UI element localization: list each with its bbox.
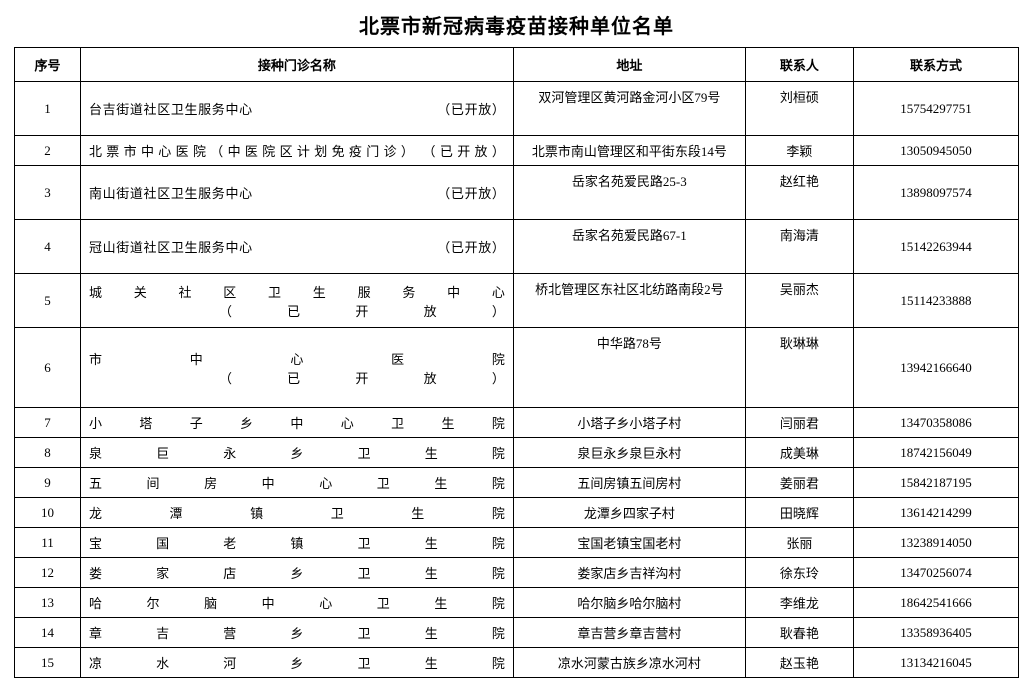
cell-contact: 南海清 [745, 220, 853, 274]
table-row: 6市中心医院 （已开放）中华路78号耿琳琳13942166640 [15, 328, 1019, 408]
table-row: 9五间房中心卫生院五间房镇五间房村姜丽君15842187195 [15, 468, 1019, 498]
cell-seq: 4 [15, 220, 81, 274]
col-header-contact: 联系人 [745, 48, 853, 82]
col-header-addr: 地址 [513, 48, 745, 82]
cell-seq: 1 [15, 82, 81, 136]
cell-seq: 11 [15, 528, 81, 558]
cell-contact: 耿琳琳 [745, 328, 853, 408]
cell-seq: 3 [15, 166, 81, 220]
table-row: 14章吉营乡卫生院章吉营乡章吉营村耿春艳13358936405 [15, 618, 1019, 648]
cell-addr: 岳家名苑爱民路25-3 [513, 166, 745, 220]
table-row: 1台吉街道社区卫生服务中心 （已开放）双河管理区黄河路金河小区79号刘桓硕157… [15, 82, 1019, 136]
cell-name: 龙潭镇卫生院 [80, 498, 513, 528]
cell-name: 哈尔脑中心卫生院 [80, 588, 513, 618]
page-title: 北票市新冠病毒疫苗接种单位名单 [14, 10, 1019, 39]
cell-contact: 吴丽杰 [745, 274, 853, 328]
cell-seq: 7 [15, 408, 81, 438]
cell-phone: 13470256074 [854, 558, 1019, 588]
cell-contact: 李颖 [745, 136, 853, 166]
cell-addr: 宝国老镇宝国老村 [513, 528, 745, 558]
cell-contact: 赵玉艳 [745, 648, 853, 678]
cell-phone: 13470358086 [854, 408, 1019, 438]
cell-addr: 五间房镇五间房村 [513, 468, 745, 498]
table-row: 5城关社区卫生服务中心 （已开放）桥北管理区东社区北纺路南段2号吴丽杰15114… [15, 274, 1019, 328]
cell-contact: 闫丽君 [745, 408, 853, 438]
cell-name: 娄家店乡卫生院 [80, 558, 513, 588]
cell-addr: 娄家店乡吉祥沟村 [513, 558, 745, 588]
table-row: 12娄家店乡卫生院娄家店乡吉祥沟村徐东玲13470256074 [15, 558, 1019, 588]
cell-phone: 13050945050 [854, 136, 1019, 166]
cell-contact: 李维龙 [745, 588, 853, 618]
cell-seq: 6 [15, 328, 81, 408]
cell-name: 南山街道社区卫生服务中心 （已开放） [80, 166, 513, 220]
table-row: 4冠山街道社区卫生服务中心 （已开放）岳家名苑爱民路67-1南海清1514226… [15, 220, 1019, 274]
cell-addr: 凉水河蒙古族乡凉水河村 [513, 648, 745, 678]
table-row: 3南山街道社区卫生服务中心 （已开放）岳家名苑爱民路25-3赵红艳1389809… [15, 166, 1019, 220]
table-row: 15凉水河乡卫生院凉水河蒙古族乡凉水河村赵玉艳13134216045 [15, 648, 1019, 678]
cell-name: 台吉街道社区卫生服务中心 （已开放） [80, 82, 513, 136]
cell-seq: 14 [15, 618, 81, 648]
cell-name: 冠山街道社区卫生服务中心 （已开放） [80, 220, 513, 274]
cell-name: 宝国老镇卫生院 [80, 528, 513, 558]
table-row: 13哈尔脑中心卫生院哈尔脑乡哈尔脑村李维龙18642541666 [15, 588, 1019, 618]
cell-seq: 5 [15, 274, 81, 328]
cell-name: 五间房中心卫生院 [80, 468, 513, 498]
cell-seq: 9 [15, 468, 81, 498]
cell-seq: 13 [15, 588, 81, 618]
cell-phone: 15142263944 [854, 220, 1019, 274]
cell-name: 城关社区卫生服务中心 （已开放） [80, 274, 513, 328]
cell-contact: 张丽 [745, 528, 853, 558]
cell-contact: 徐东玲 [745, 558, 853, 588]
cell-contact: 赵红艳 [745, 166, 853, 220]
cell-phone: 18742156049 [854, 438, 1019, 468]
table-header-row: 序号 接种门诊名称 地址 联系人 联系方式 [15, 48, 1019, 82]
cell-addr: 龙潭乡四家子村 [513, 498, 745, 528]
cell-addr: 泉巨永乡泉巨永村 [513, 438, 745, 468]
cell-name: 小塔子乡中心卫生院 [80, 408, 513, 438]
cell-seq: 15 [15, 648, 81, 678]
cell-phone: 15114233888 [854, 274, 1019, 328]
cell-addr: 哈尔脑乡哈尔脑村 [513, 588, 745, 618]
cell-seq: 10 [15, 498, 81, 528]
table-row: 10龙潭镇卫生院龙潭乡四家子村田晓辉13614214299 [15, 498, 1019, 528]
cell-phone: 15754297751 [854, 82, 1019, 136]
cell-addr: 桥北管理区东社区北纺路南段2号 [513, 274, 745, 328]
cell-seq: 2 [15, 136, 81, 166]
cell-addr: 北票市南山管理区和平街东段14号 [513, 136, 745, 166]
cell-addr: 小塔子乡小塔子村 [513, 408, 745, 438]
cell-contact: 刘桓硕 [745, 82, 853, 136]
cell-name: 章吉营乡卫生院 [80, 618, 513, 648]
cell-phone: 13134216045 [854, 648, 1019, 678]
cell-name: 泉巨永乡卫生院 [80, 438, 513, 468]
cell-name: 市中心医院 （已开放） [80, 328, 513, 408]
col-header-name: 接种门诊名称 [80, 48, 513, 82]
vaccine-sites-table: 序号 接种门诊名称 地址 联系人 联系方式 1台吉街道社区卫生服务中心 （已开放… [14, 47, 1019, 678]
cell-phone: 18642541666 [854, 588, 1019, 618]
cell-addr: 中华路78号 [513, 328, 745, 408]
cell-contact: 田晓辉 [745, 498, 853, 528]
cell-phone: 13942166640 [854, 328, 1019, 408]
cell-addr: 岳家名苑爱民路67-1 [513, 220, 745, 274]
col-header-phone: 联系方式 [854, 48, 1019, 82]
cell-seq: 12 [15, 558, 81, 588]
table-row: 11宝国老镇卫生院宝国老镇宝国老村张丽13238914050 [15, 528, 1019, 558]
cell-seq: 8 [15, 438, 81, 468]
cell-contact: 成美琳 [745, 438, 853, 468]
cell-phone: 15842187195 [854, 468, 1019, 498]
table-row: 8泉巨永乡卫生院泉巨永乡泉巨永村成美琳18742156049 [15, 438, 1019, 468]
cell-phone: 13898097574 [854, 166, 1019, 220]
cell-name: 北票市中心医院（中医院区计划免疫门诊） （已开放） [80, 136, 513, 166]
cell-phone: 13358936405 [854, 618, 1019, 648]
cell-addr: 双河管理区黄河路金河小区79号 [513, 82, 745, 136]
cell-contact: 耿春艳 [745, 618, 853, 648]
col-header-seq: 序号 [15, 48, 81, 82]
cell-addr: 章吉营乡章吉营村 [513, 618, 745, 648]
cell-phone: 13614214299 [854, 498, 1019, 528]
cell-phone: 13238914050 [854, 528, 1019, 558]
table-body: 1台吉街道社区卫生服务中心 （已开放）双河管理区黄河路金河小区79号刘桓硕157… [15, 82, 1019, 678]
table-row: 2北票市中心医院（中医院区计划免疫门诊） （已开放）北票市南山管理区和平街东段1… [15, 136, 1019, 166]
cell-contact: 姜丽君 [745, 468, 853, 498]
table-row: 7小塔子乡中心卫生院小塔子乡小塔子村闫丽君13470358086 [15, 408, 1019, 438]
cell-name: 凉水河乡卫生院 [80, 648, 513, 678]
